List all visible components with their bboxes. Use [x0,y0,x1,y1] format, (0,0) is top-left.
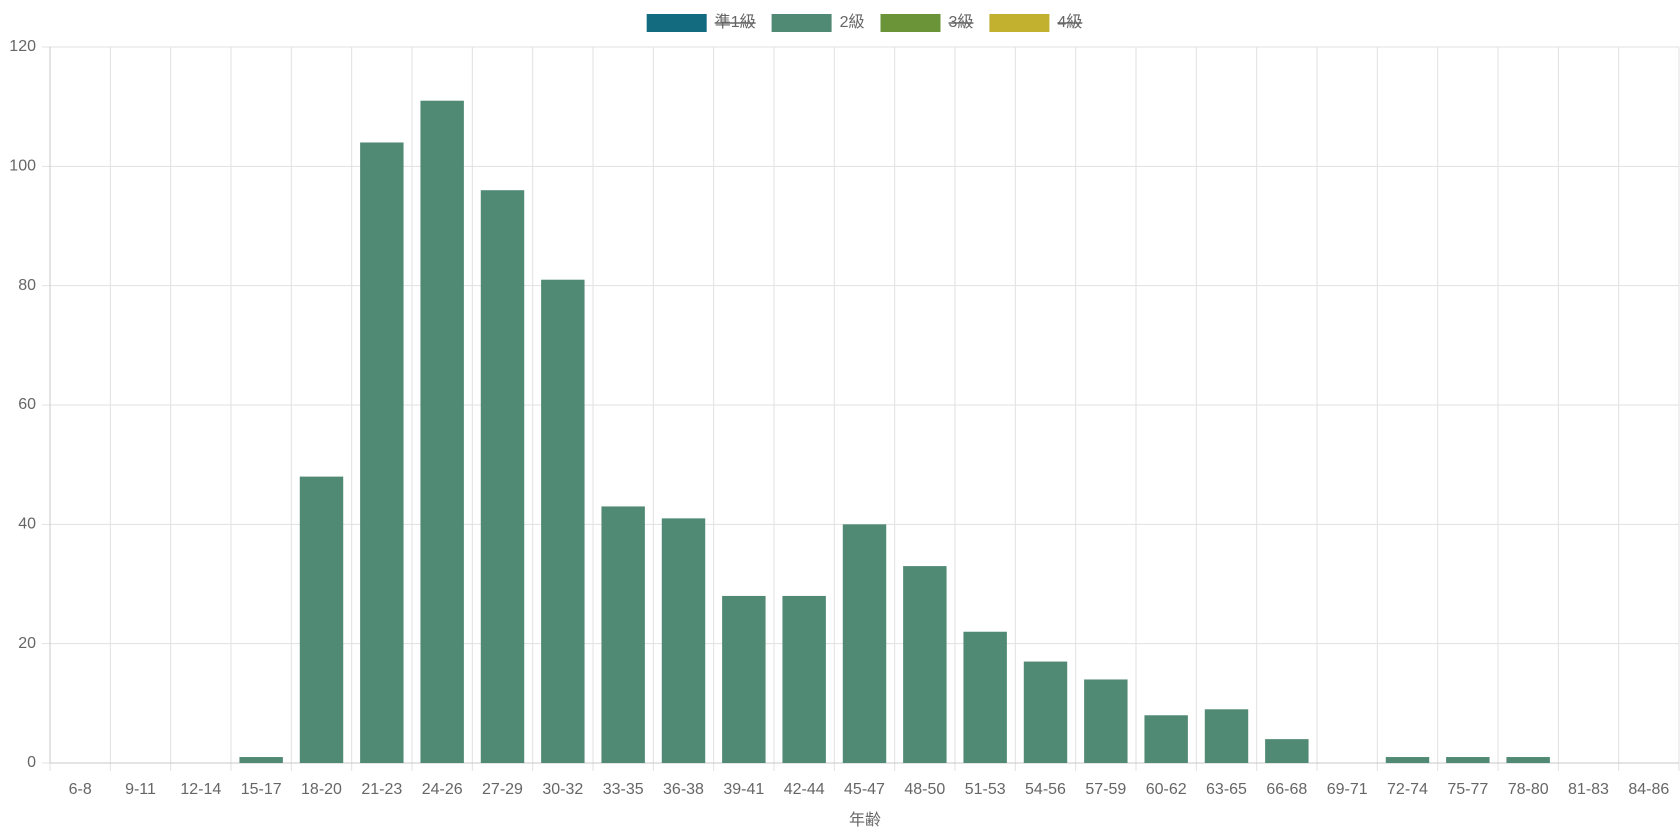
x-tick-label: 18-20 [301,781,342,798]
legend-label: 4級 [1057,13,1082,31]
x-tick-label: 48-50 [904,781,945,798]
x-tick-label: 24-26 [422,781,463,798]
legend-label: 準1級 [715,13,756,31]
x-tick-label: 60-62 [1146,781,1187,798]
x-tick-label: 45-47 [844,781,885,798]
bar [722,595,766,763]
legend-swatch [989,14,1050,32]
bar [1084,679,1128,763]
x-tick-label: 21-23 [361,781,402,798]
x-tick-label: 36-38 [663,781,704,798]
legend-label: 3級 [949,13,974,31]
x-tick-label: 84-86 [1628,781,1669,798]
x-tick-label: 6-8 [69,781,92,798]
y-tick-label: 80 [18,277,36,294]
x-tick-label: 42-44 [784,781,825,798]
x-tick-label: 66-68 [1266,781,1307,798]
x-tick-label: 63-65 [1206,781,1247,798]
x-tick-label: 30-32 [542,781,583,798]
legend-swatch [880,14,941,32]
legend-label: 2級 [840,13,865,31]
legend-item[interactable]: 4級 [989,13,1083,32]
x-tick-label: 27-29 [482,781,523,798]
bar [601,506,645,763]
y-tick-label: 100 [9,158,36,175]
legend-swatch [771,14,832,32]
x-tick-label: 9-11 [125,781,156,798]
x-tick-label: 39-41 [723,781,764,798]
bar [903,566,947,763]
bar [1023,661,1068,763]
x-tick-label: 81-83 [1568,781,1609,798]
bar [661,518,706,763]
y-tick-label: 40 [18,516,36,533]
bar [299,476,344,763]
legend-item[interactable]: 準1級 [646,13,756,32]
bar [420,100,464,763]
bar [1204,709,1249,763]
x-tick-label: 12-14 [180,781,221,798]
y-tick-label: 60 [18,396,36,413]
x-tick-label: 51-53 [965,781,1006,798]
bar [480,190,525,763]
bar [1506,757,1550,763]
legend: 準1級 2級 3級 4級 [646,13,1083,32]
bar [541,279,585,763]
x-tick-label: 78-80 [1508,781,1549,798]
bar [360,142,404,763]
y-tick-label: 0 [27,754,36,771]
x-tick-label: 15-17 [241,781,282,798]
x-tick-label: 33-35 [603,781,644,798]
y-tick-label: 20 [18,635,36,652]
x-tick-label: 75-77 [1447,781,1488,798]
x-tick-label: 69-71 [1327,781,1368,798]
bar [1265,739,1309,763]
bar [782,595,826,763]
x-tick-label: 57-59 [1085,781,1126,798]
bar [239,757,283,763]
bar [1446,757,1490,763]
bar [1144,715,1188,763]
y-tick-label: 120 [9,38,36,55]
bar [842,524,887,763]
legend-swatch [646,14,707,32]
legend-item[interactable]: 3級 [880,13,974,32]
x-tick-label: 54-56 [1025,781,1066,798]
x-tick-label: 72-74 [1387,781,1428,798]
legend-item[interactable]: 2級 [771,13,865,32]
bar [963,631,1007,763]
x-axis-title: 年齢 [849,811,881,829]
bar [1385,757,1430,763]
